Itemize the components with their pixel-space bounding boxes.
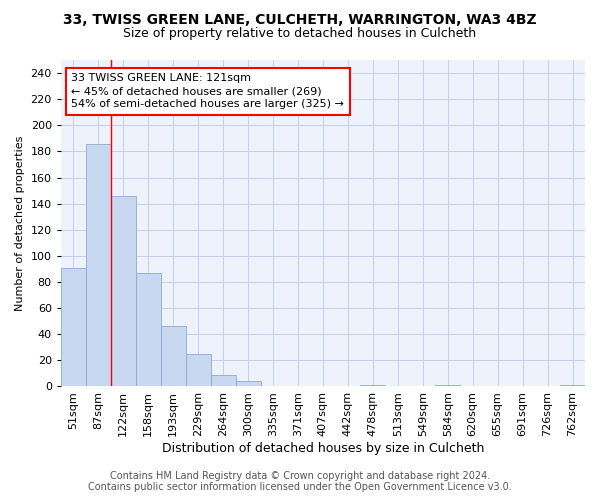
- Bar: [560, 385, 585, 386]
- Bar: [185, 354, 211, 386]
- Bar: [161, 326, 185, 386]
- Bar: [435, 385, 460, 386]
- Bar: [361, 385, 385, 386]
- Bar: [136, 273, 161, 386]
- Bar: [236, 381, 260, 386]
- Text: 33 TWISS GREEN LANE: 121sqm
← 45% of detached houses are smaller (269)
54% of se: 33 TWISS GREEN LANE: 121sqm ← 45% of det…: [71, 73, 344, 110]
- Bar: [211, 374, 236, 386]
- Bar: [86, 144, 111, 386]
- Text: Contains HM Land Registry data © Crown copyright and database right 2024.
Contai: Contains HM Land Registry data © Crown c…: [88, 471, 512, 492]
- Bar: [61, 268, 86, 386]
- Bar: [111, 196, 136, 386]
- Text: Size of property relative to detached houses in Culcheth: Size of property relative to detached ho…: [124, 28, 476, 40]
- Text: 33, TWISS GREEN LANE, CULCHETH, WARRINGTON, WA3 4BZ: 33, TWISS GREEN LANE, CULCHETH, WARRINGT…: [63, 12, 537, 26]
- X-axis label: Distribution of detached houses by size in Culcheth: Distribution of detached houses by size …: [162, 442, 484, 455]
- Y-axis label: Number of detached properties: Number of detached properties: [15, 136, 25, 311]
